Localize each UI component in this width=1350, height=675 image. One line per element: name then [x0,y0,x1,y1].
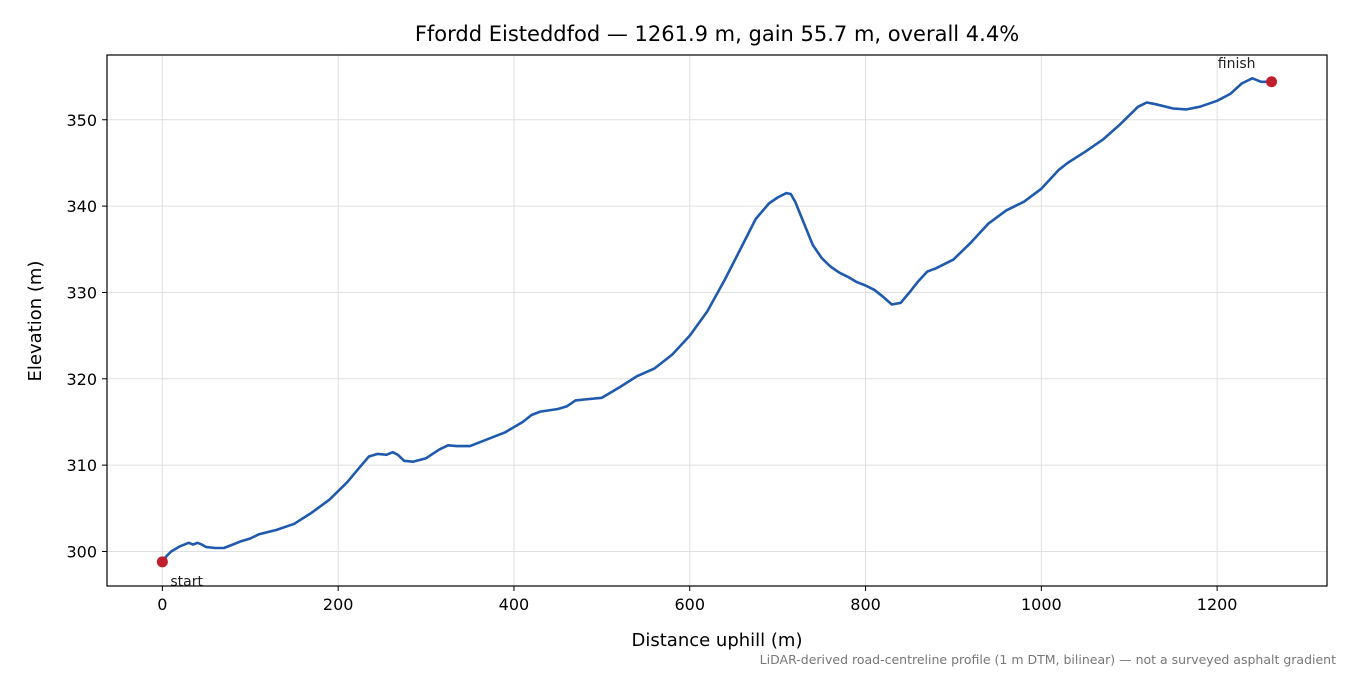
series-layer [161,77,1273,564]
y-axis-label: Elevation (m) [25,261,46,382]
ticks: 0 200 400 600 800 1000 1200 300 310 320 330 340 350 [66,111,1237,614]
y-tick-label: 350 [66,111,97,130]
elevation-line [161,77,1273,564]
start-marker [156,556,168,568]
plot-frame [106,54,1328,587]
finish-marker [1266,76,1278,88]
x-tick-label: 1200 [1197,595,1238,614]
x-tick-label: 400 [499,595,530,614]
y-tick-label: 330 [66,283,97,302]
x-tick-label: 800 [850,595,881,614]
y-tick-label: 320 [66,370,97,389]
x-tick-label: 1000 [1021,595,1062,614]
x-axis-label: Distance uphill (m) [632,630,803,651]
finish-label: finish [1218,56,1256,72]
y-tick-label: 340 [66,197,97,216]
x-tick-label: 0 [157,595,167,614]
y-tick-label: 300 [66,542,97,561]
start-label: start [170,574,203,590]
x-tick-label: 200 [323,595,354,614]
chart-title: Ffordd Eisteddfod — 1261.9 m, gain 55.7 … [415,22,1019,46]
y-tick-label: 310 [66,456,97,475]
caption-note: LiDAR-derived road-centreline profile (1… [760,652,1336,667]
x-tick-label: 600 [674,595,705,614]
